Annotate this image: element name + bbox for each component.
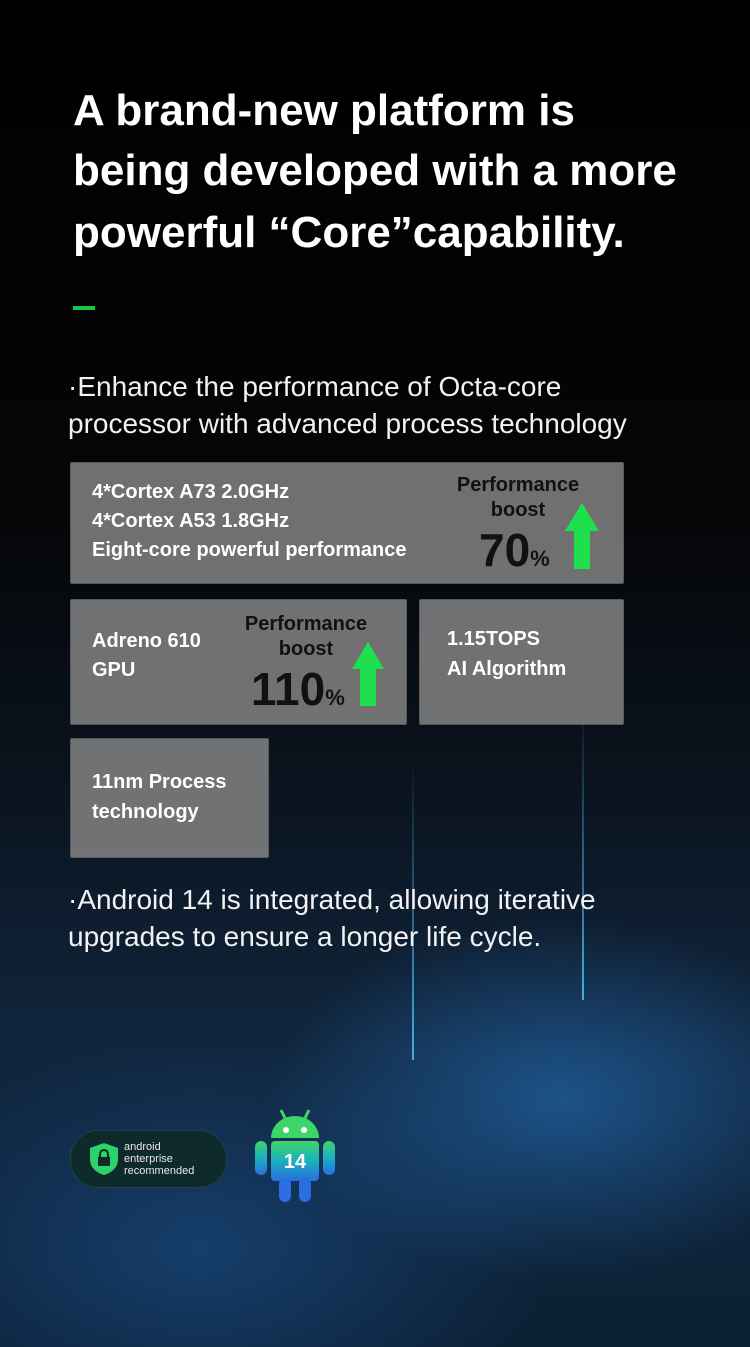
boost-label-line: boost [490,499,546,521]
headline: A brand-new platform is [73,86,575,135]
boost-number: 110 [251,663,326,715]
headline: being developed with a more [73,146,677,195]
boost-label-line: boost [278,638,334,660]
boost-value: 110% [251,662,345,716]
card-text: technology [92,801,199,823]
decor-light [412,760,414,1060]
card-text: GPU [92,659,136,681]
bullet: ·Android 14 is integrated, allowing iter… [68,884,596,915]
badge-line: enterprise [124,1153,173,1165]
card-text: 4*Cortex A73 2.0GHz [92,481,290,503]
card: 4*Cortex A73 2.0GHz 4*Cortex A53 1.8GHz … [70,462,624,584]
badge-line: android [124,1141,161,1153]
card: 1.15TOPS AI Algorithm [419,599,624,725]
card-text: Adreno 610 [92,630,201,652]
bullet: ·Enhance the performance of Octa-core [68,371,562,402]
boost-label-line: Performance [456,474,580,496]
badge-text: android enterprise recommended [124,1141,194,1177]
card-text: Eight-core powerful performance [92,539,407,561]
bullet: upgrades to ensure a longer life cycle. [68,921,542,952]
headline: powerful “Core”capability. [73,208,625,257]
shield-icon [90,1143,118,1175]
card: Adreno 610 GPU Performance boost 110% [70,599,407,725]
card: 11nm Process technology [70,738,269,858]
android-icon: 14 [255,1109,335,1202]
boost-label: Performance boost [443,473,593,523]
boost-label: Performance boost [231,612,381,662]
card-text: 4*Cortex A53 1.8GHz [92,510,290,532]
arrow-up [352,642,384,706]
boost-number: 70 [479,524,531,576]
boost-unit: % [530,546,550,571]
accent-dash [73,306,95,310]
boost-unit: % [325,685,345,710]
android-version: 14 [284,1151,307,1173]
boost-value: 70% [479,523,550,577]
card-text: AI Algorithm [447,658,567,680]
card-text: 11nm Process [92,771,227,793]
enterprise-badge: android enterprise recommended [70,1130,227,1188]
decor-light [582,700,584,1000]
arrow-up [565,503,599,569]
badge-line: recommended [124,1165,195,1177]
card-text: 1.15TOPS [447,628,541,650]
bullet: processor with advanced process technolo… [68,408,627,439]
boost-label-line: Performance [244,613,368,635]
